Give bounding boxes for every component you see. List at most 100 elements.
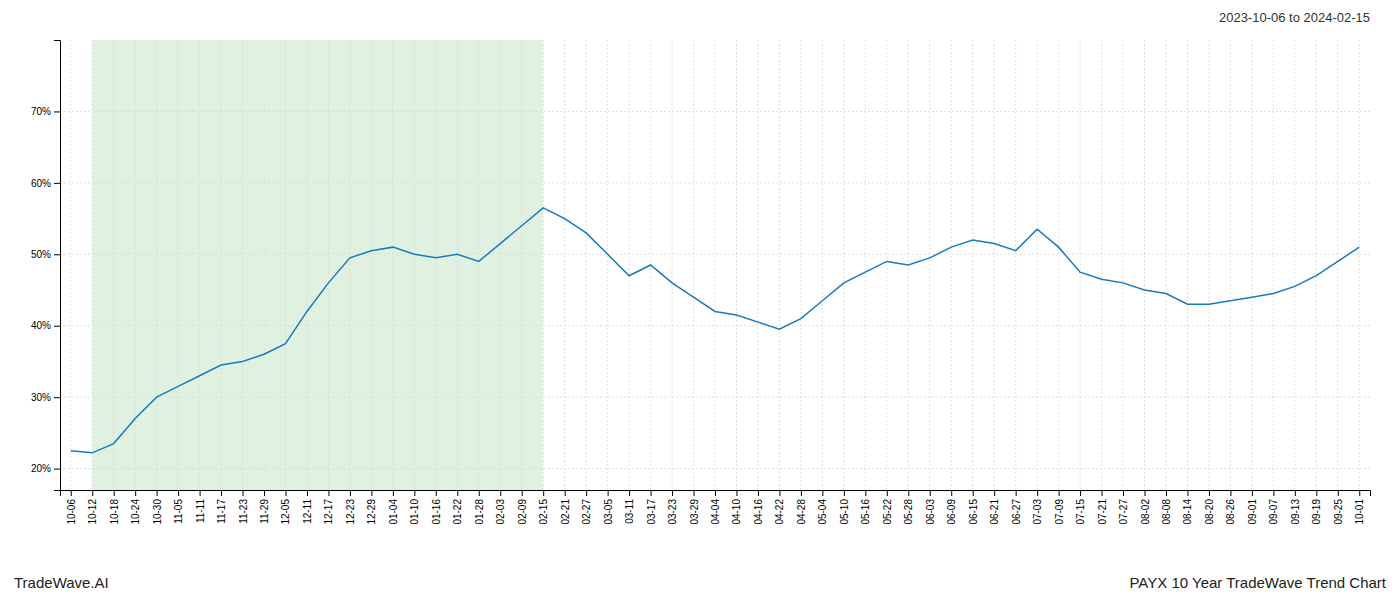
x-tick-mark	[973, 490, 974, 496]
x-tick-mark	[522, 490, 523, 496]
x-tick-mark	[1252, 490, 1253, 496]
x-tick-label: 05-22	[882, 499, 893, 525]
x-tick-label: 03-17	[646, 499, 657, 525]
x-tick: 02-27	[581, 490, 592, 525]
x-tick-mark	[1080, 490, 1081, 496]
y-axis: 20%30%40%50%60%70%	[31, 41, 61, 491]
grid-line-x	[1294, 40, 1295, 490]
x-tick: 08-20	[1204, 490, 1215, 525]
grid-line-x	[1337, 40, 1338, 490]
grid-line-x	[1037, 40, 1038, 490]
x-tick-label: 06-27	[1011, 499, 1022, 525]
grid-line-x	[736, 40, 737, 490]
y-tick-mark	[54, 183, 60, 184]
x-tick-label: 07-27	[1118, 499, 1129, 525]
x-tick: 03-23	[667, 490, 678, 525]
x-tick-mark	[1273, 490, 1274, 496]
x-tick-label: 04-10	[731, 499, 742, 525]
x-tick-label: 11-17	[216, 499, 227, 524]
x-tick-mark	[844, 490, 845, 496]
x-tick-label: 05-04	[817, 499, 828, 525]
x-tick: 04-16	[753, 490, 764, 525]
x-tick: 10-18	[109, 490, 120, 525]
x-tick-label: 12-17	[323, 499, 334, 525]
x-tick-label: 06-21	[989, 499, 1000, 525]
x-tick: 05-10	[839, 490, 850, 525]
x-tick-label: 05-10	[839, 499, 850, 525]
x-tick-label: 10-30	[152, 499, 163, 525]
y-tick: 60%	[31, 178, 60, 189]
grid-line-x	[1015, 40, 1016, 490]
y-tick-label: 70%	[31, 106, 51, 117]
x-tick: 11-05	[173, 490, 184, 524]
y-tick: 30%	[31, 392, 60, 403]
x-tick-mark	[1059, 490, 1060, 496]
x-tick-label: 04-04	[710, 499, 721, 525]
x-tick: 06-09	[946, 490, 957, 525]
x-tick-mark	[114, 490, 115, 496]
annotation: TradeWave.AI	[14, 574, 109, 591]
y-tick: 40%	[31, 320, 60, 331]
x-tick-mark	[930, 490, 931, 496]
x-tick-mark	[779, 490, 780, 496]
y-tick-mark	[54, 326, 60, 327]
x-tick-mark	[328, 490, 329, 496]
x-tick: 12-29	[366, 490, 377, 525]
x-tick-label: 02-09	[517, 499, 528, 525]
x-tick: 11-29	[259, 490, 270, 524]
grid-line-x	[843, 40, 844, 490]
x-tick-mark	[285, 490, 286, 496]
grid-line-x	[607, 40, 608, 490]
x-tick: 10-24	[130, 490, 141, 525]
x-tick: 01-22	[452, 490, 463, 525]
x-tick-mark	[951, 490, 952, 496]
x-tick-mark	[908, 490, 909, 496]
x-tick-label: 10-24	[130, 499, 141, 525]
x-tick: 04-04	[710, 490, 721, 525]
x-tick-mark	[243, 490, 244, 496]
x-tick-mark	[350, 490, 351, 496]
x-tick-label: 01-28	[474, 499, 485, 525]
grid-line-x	[1316, 40, 1317, 490]
x-tick: 07-15	[1075, 490, 1086, 525]
x-tick-mark	[178, 490, 179, 496]
x-tick: 03-05	[603, 490, 614, 525]
x-tick-label: 09-13	[1290, 499, 1301, 525]
x-axis-line	[61, 491, 1371, 497]
shaded-span	[92, 40, 543, 490]
x-tick: 02-21	[560, 490, 571, 525]
x-tick-mark	[71, 490, 72, 496]
x-tick-mark	[457, 490, 458, 496]
x-tick-label: 03-05	[603, 499, 614, 525]
x-tick-label: 12-05	[280, 499, 291, 525]
y-tick-label: 30%	[31, 392, 51, 403]
grid-line-x	[70, 40, 71, 490]
x-tick-mark	[694, 490, 695, 496]
x-tick-mark	[1123, 490, 1124, 496]
grid-line-x	[672, 40, 673, 490]
x-tick-label: 09-25	[1333, 499, 1344, 525]
x-tick-mark	[1209, 490, 1210, 496]
x-tick-label: 12-29	[366, 499, 377, 525]
x-tick-label: 01-22	[452, 499, 463, 525]
x-tick: 05-16	[860, 490, 871, 525]
x-tick-label: 02-15	[538, 499, 549, 525]
x-tick: 12-05	[280, 490, 291, 525]
data-line	[71, 208, 1360, 453]
x-tick-label: 11-29	[259, 499, 270, 524]
x-tick-label: 07-21	[1097, 499, 1108, 525]
x-tick-label: 10-06	[66, 499, 77, 525]
x-tick: 06-15	[968, 490, 979, 525]
x-tick: 07-09	[1054, 490, 1065, 525]
x-tick: 10-06	[66, 490, 77, 525]
x-tick: 04-10	[731, 490, 742, 525]
x-tick: 11-11	[195, 490, 206, 523]
x-tick-label: 01-10	[409, 499, 420, 525]
x-tick-mark	[801, 490, 802, 496]
y-axis-line	[54, 41, 61, 491]
x-tick-label: 10-18	[109, 499, 120, 525]
grid-line-x	[1123, 40, 1124, 490]
x-tick-label: 01-16	[431, 499, 442, 525]
x-tick: 07-21	[1097, 490, 1108, 525]
x-tick-label: 04-16	[753, 499, 764, 525]
